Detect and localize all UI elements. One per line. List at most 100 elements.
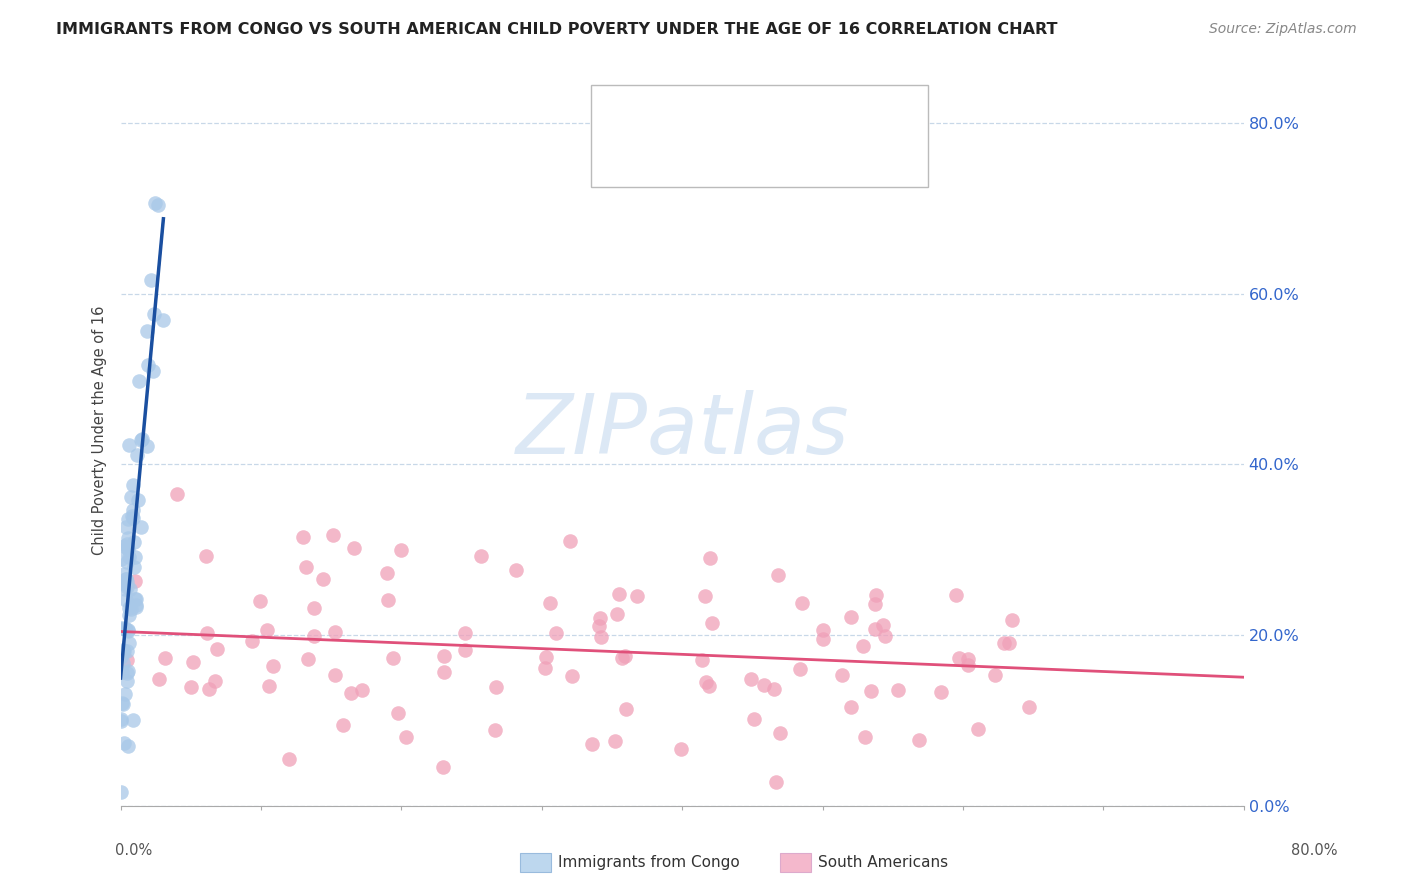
Point	[763, 681, 786, 696]
Point	[588, 611, 610, 625]
Point	[127, 493, 149, 508]
Point	[929, 684, 952, 698]
Point	[122, 477, 145, 491]
Point	[332, 718, 354, 732]
Point	[117, 532, 139, 546]
Point	[117, 512, 139, 526]
Point	[125, 598, 148, 612]
Point	[139, 273, 162, 287]
Point	[180, 680, 202, 694]
Point	[740, 672, 762, 686]
Point	[120, 582, 142, 596]
Point	[948, 651, 970, 665]
Point	[957, 658, 980, 673]
Point	[534, 650, 557, 665]
Point	[690, 653, 713, 667]
Point	[166, 487, 188, 501]
Point	[616, 702, 638, 716]
Point	[110, 576, 132, 591]
Point	[114, 622, 136, 636]
Point	[131, 432, 153, 446]
Point	[813, 624, 835, 638]
Point	[117, 664, 139, 678]
Point	[626, 589, 648, 603]
Point	[112, 643, 135, 657]
Text: N =: N =	[785, 149, 823, 167]
Point	[534, 661, 557, 675]
Point	[998, 636, 1021, 650]
Y-axis label: Child Poverty Under the Age of 16: Child Poverty Under the Age of 16	[93, 306, 107, 555]
Point	[115, 575, 138, 590]
Point	[115, 537, 138, 551]
Point	[312, 572, 335, 586]
Point	[588, 619, 610, 633]
Text: Source: ZipAtlas.com: Source: ZipAtlas.com	[1209, 22, 1357, 37]
Point	[122, 713, 145, 727]
Point	[118, 607, 141, 622]
Point	[323, 668, 346, 682]
Point	[110, 650, 132, 665]
Point	[117, 541, 139, 556]
Point	[605, 734, 627, 748]
Point	[855, 730, 877, 744]
Point	[124, 592, 146, 607]
Point	[256, 623, 278, 637]
Point	[145, 196, 167, 211]
Point	[110, 552, 132, 566]
Point	[292, 530, 315, 544]
Point	[117, 541, 139, 555]
Point	[120, 601, 142, 615]
Point	[197, 625, 219, 640]
Point	[695, 675, 717, 690]
Text: 105: 105	[834, 149, 870, 167]
Point	[613, 648, 636, 663]
Point	[607, 587, 630, 601]
Point	[111, 642, 134, 657]
Point	[152, 313, 174, 327]
Point	[118, 438, 141, 452]
Point	[111, 696, 134, 710]
Point	[433, 665, 456, 679]
Point	[124, 550, 146, 565]
Point	[136, 324, 159, 338]
Point	[117, 666, 139, 681]
Point	[945, 588, 967, 602]
Point	[121, 508, 143, 523]
Point	[561, 669, 583, 683]
Point	[485, 680, 508, 694]
Point	[323, 624, 346, 639]
Point	[122, 511, 145, 525]
Text: ZIPatlas: ZIPatlas	[516, 390, 849, 471]
Point	[143, 307, 166, 321]
Point	[865, 622, 887, 636]
Point	[110, 712, 132, 726]
Point	[125, 448, 148, 462]
Point	[153, 650, 176, 665]
Text: R =: R =	[659, 104, 695, 122]
Point	[742, 712, 765, 726]
Text: 0.0%: 0.0%	[115, 843, 152, 858]
Point	[120, 490, 142, 504]
Point	[302, 601, 325, 615]
Point	[697, 679, 720, 693]
Point	[142, 364, 165, 378]
Point	[872, 618, 894, 632]
Point	[558, 534, 581, 549]
Point	[122, 535, 145, 549]
Point	[873, 629, 896, 643]
Point	[111, 665, 134, 680]
Point	[114, 572, 136, 586]
Point	[110, 621, 132, 635]
Point	[125, 592, 148, 607]
Point	[886, 682, 908, 697]
Point	[112, 656, 135, 670]
Point	[136, 439, 159, 453]
Point	[693, 590, 716, 604]
Point	[350, 682, 373, 697]
Point	[194, 549, 217, 563]
Point	[205, 642, 228, 657]
Point	[115, 674, 138, 689]
Point	[278, 752, 301, 766]
Point	[375, 566, 398, 581]
Point	[699, 551, 721, 566]
